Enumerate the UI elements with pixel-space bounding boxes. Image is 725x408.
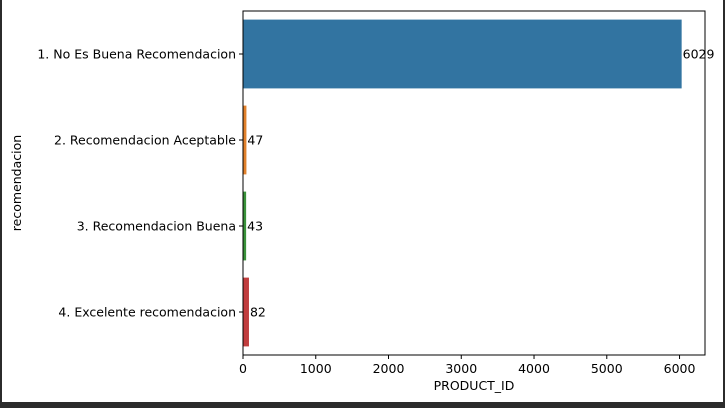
y-tick-label-3: 3. Recomendacion Buena (77, 219, 236, 234)
y-axis-label: recomendacion (9, 135, 24, 231)
bar-3 (243, 191, 247, 261)
bar-1 (243, 19, 682, 89)
bar-2 (243, 105, 247, 175)
bar-value-label-1: 6029 (683, 47, 715, 62)
x-axis-ticks: 0 1000 2000 3000 4000 5000 6000 (239, 355, 695, 376)
x-tick-label-6: 6000 (664, 361, 696, 376)
bar-value-label-4: 82 (250, 305, 266, 320)
bar-value-label-3: 43 (247, 219, 263, 234)
x-tick-label-0: 0 (239, 361, 247, 376)
y-tick-label-4: 4. Excelente recomendacion (58, 305, 236, 320)
bar-chart: 6029 47 43 82 1. No Es Buena Recomendacion 2… (9, 10, 715, 393)
bars-group (243, 19, 682, 347)
window-bottom-border (0, 402, 725, 408)
x-tick-label-2: 2000 (373, 361, 405, 376)
y-tick-label-1: 1. No Es Buena Recomendacion (37, 47, 236, 62)
x-tick-label-1: 1000 (300, 361, 332, 376)
x-axis-label: PRODUCT_ID (434, 378, 515, 393)
data-labels-group: 6029 47 43 82 (247, 47, 714, 320)
x-tick-label-4: 4000 (518, 361, 550, 376)
bar-value-label-2: 47 (247, 133, 263, 148)
plot-frame (242, 10, 706, 356)
y-axis-ticks: 1. No Es Buena Recomendacion 2. Recomenda… (37, 47, 243, 320)
x-tick-label-5: 5000 (591, 361, 623, 376)
figure-canvas: 6029 47 43 82 1. No Es Buena Recomendacion 2… (2, 0, 723, 402)
y-tick-label-2: 2. Recomendacion Aceptable (54, 133, 236, 148)
x-tick-label-3: 3000 (445, 361, 477, 376)
bar-4 (243, 277, 249, 347)
